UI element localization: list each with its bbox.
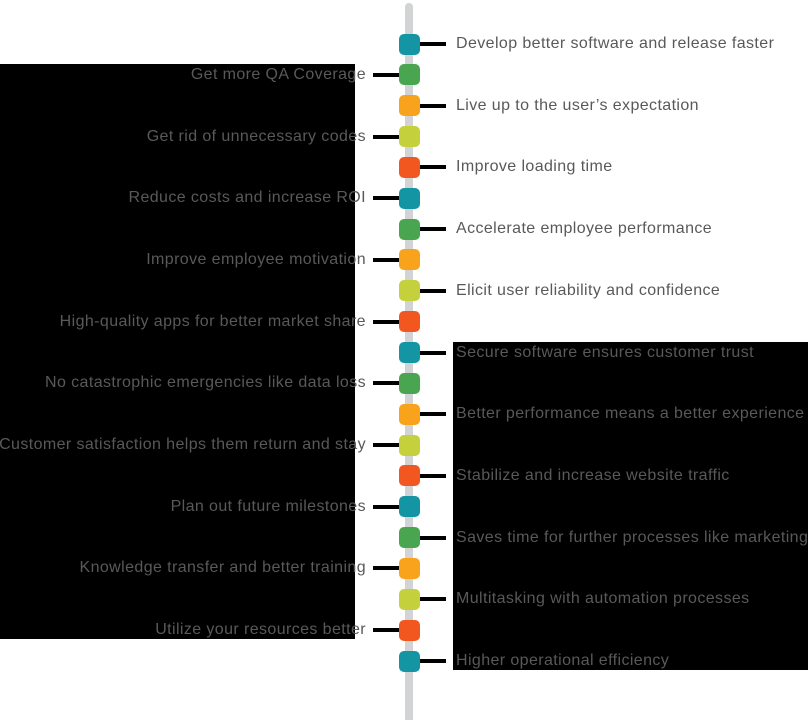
timeline-item-label: Reduce costs and increase ROI [128, 189, 366, 207]
connector-line [420, 473, 446, 478]
timeline-item-label: Better performance means a better experi… [456, 405, 805, 423]
connector-line [420, 288, 446, 293]
timeline-marker-red [399, 156, 420, 178]
timeline-item-label: Multitasking with automation processes [456, 590, 750, 608]
connector-line [420, 412, 446, 417]
connector-line [373, 196, 399, 201]
timeline-item-label: Plan out future milestones [170, 497, 366, 515]
timeline-item-label: Knowledge transfer and better training [79, 559, 366, 577]
right-black-panel [453, 342, 808, 670]
timeline-marker-orange [399, 403, 420, 425]
connector-line [420, 659, 446, 663]
timeline-item-label: Customer satisfaction helps them return … [0, 436, 366, 454]
timeline-marker-red [399, 465, 420, 487]
connector-line [420, 165, 446, 170]
timeline-marker-orange [399, 249, 420, 271]
timeline-marker-red [399, 311, 420, 333]
timeline-marker-green [399, 218, 420, 240]
timeline-item-label: Secure software ensures customer trust [456, 343, 754, 361]
timeline-marker-lime [399, 434, 420, 456]
connector-line [373, 257, 399, 262]
timeline-item-label: Develop better software and release fast… [456, 35, 775, 52]
connector-line [420, 535, 446, 540]
timeline-marker-orange [399, 557, 420, 579]
timeline-marker-green [399, 372, 420, 394]
connector-line [420, 597, 446, 602]
connector-line [373, 628, 399, 633]
timeline-item-label: No catastrophic emergencies like data lo… [45, 374, 366, 392]
connector-line [373, 443, 399, 448]
connector-line [373, 72, 399, 77]
connector-line [373, 134, 399, 139]
timeline-marker-teal [399, 33, 420, 55]
timeline-marker-teal [399, 496, 420, 518]
timeline-marker-teal [399, 187, 420, 209]
connector-line [420, 103, 446, 108]
timeline-item-label: Get more QA Coverage [190, 65, 366, 83]
connector-line [420, 350, 446, 355]
left-black-panel [0, 64, 355, 639]
timeline-marker-lime [399, 126, 420, 148]
connector-line [373, 319, 399, 324]
timeline-item-label: Saves time for further processes like ma… [456, 528, 808, 546]
connector-line [373, 566, 399, 571]
timeline-item-label: Improve employee motivation [146, 250, 366, 268]
timeline-item-label: High-quality apps for better market shar… [59, 312, 366, 330]
timeline-item-label: Higher operational efficiency [456, 652, 670, 669]
connector-line [420, 42, 446, 46]
connector-line [373, 504, 399, 509]
timeline-marker-teal [399, 342, 420, 363]
timeline-item-label: Stabilize and increase website traffic [456, 466, 730, 484]
timeline-item-label: Elicit user reliability and confidence [456, 281, 721, 299]
connector-line [420, 227, 446, 232]
timeline-marker-green [399, 527, 420, 549]
timeline-item-label: Improve loading time [456, 158, 613, 176]
timeline-marker-lime [399, 280, 420, 302]
timeline-item-label: Live up to the user’s expectation [456, 96, 699, 114]
timeline-marker-teal [399, 650, 420, 672]
timeline-marker-lime [399, 588, 420, 610]
timeline-marker-orange [399, 95, 420, 117]
timeline-item-label: Utilize your resources better [155, 621, 366, 639]
connector-line [373, 381, 399, 386]
timeline-item-label: Accelerate employee performance [456, 220, 713, 238]
timeline-marker-red [399, 619, 420, 641]
timeline-marker-green [399, 64, 420, 86]
timeline-item-label: Get rid of unnecessary codes [146, 127, 366, 145]
